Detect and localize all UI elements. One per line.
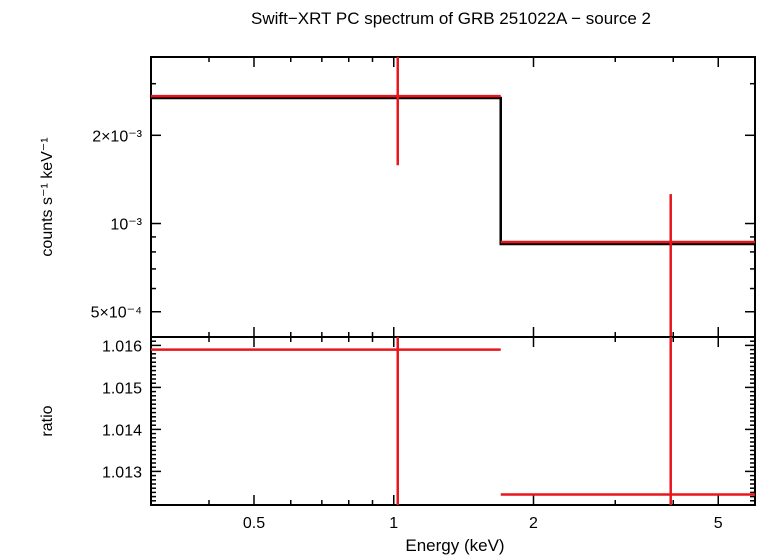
ratio-panel: 1.013 1.014 1.015 1.016 0.5 1 2 5 bbox=[102, 336, 756, 532]
y-axis-label-ratio: ratio bbox=[39, 405, 56, 436]
model-step-line bbox=[151, 96, 755, 246]
y-tick-label: 1.015 bbox=[102, 380, 142, 397]
x-tick-label: 5 bbox=[714, 515, 723, 532]
y-tick-label: 1.013 bbox=[102, 464, 142, 481]
y-tick-label: 1.016 bbox=[102, 338, 142, 355]
y-tick-label: 10⁻³ bbox=[110, 217, 142, 234]
plot-frame bbox=[150, 336, 756, 506]
chart-title: Swift−XRT PC spectrum of GRB 251022A − s… bbox=[251, 9, 651, 28]
x-axis-label: Energy (keV) bbox=[405, 536, 504, 555]
y-tick-label: 2×10⁻³ bbox=[92, 128, 142, 145]
y-tick-label: 5×10⁻⁴ bbox=[91, 305, 142, 322]
x-tick-label: 2 bbox=[529, 515, 538, 532]
y-tick-label: 1.014 bbox=[102, 422, 142, 439]
y-axis-label-spectrum: counts s⁻¹ keV⁻¹ bbox=[39, 137, 56, 256]
spectrum-panel: 5×10⁻⁴ 10⁻³ 2×10⁻³ bbox=[91, 56, 756, 338]
x-tick-label: 1 bbox=[389, 515, 398, 532]
x-tick-label: 0.5 bbox=[243, 515, 265, 532]
